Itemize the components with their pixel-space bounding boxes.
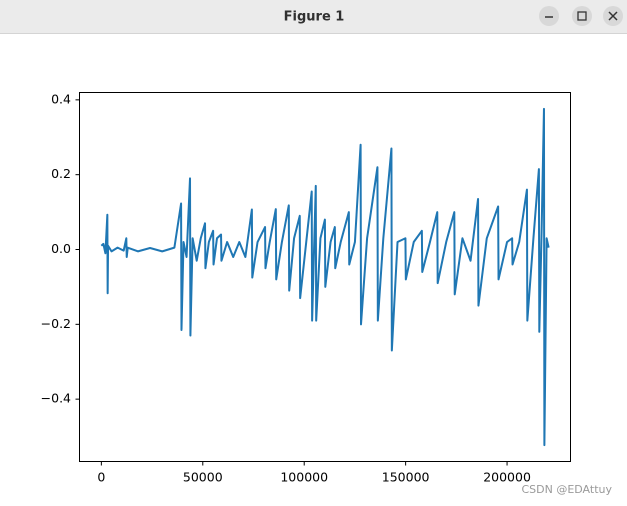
window-title: Figure 1 bbox=[284, 10, 345, 25]
button-bg[interactable] bbox=[539, 6, 559, 26]
watermark: CSDN @EDAttuy bbox=[521, 483, 612, 496]
maximize-button[interactable] bbox=[572, 6, 592, 26]
axes-frame bbox=[79, 92, 571, 462]
y-tick-label: 0.4 bbox=[51, 91, 71, 106]
plot: −0.4 −0.2 0.0 0.2 0.4 0 50000 100000 150000 20000… bbox=[41, 91, 571, 485]
x-tick-label: 200000 bbox=[483, 470, 531, 485]
y-tick-label: −0.4 bbox=[41, 391, 71, 406]
y-tick-label: 0.0 bbox=[51, 241, 71, 256]
x-tick-label: 100000 bbox=[280, 470, 328, 485]
button-icon bbox=[577, 11, 587, 21]
y-tick-label: 0.2 bbox=[51, 166, 71, 181]
button-bg[interactable] bbox=[572, 6, 592, 26]
button-icon bbox=[608, 11, 618, 21]
close-button[interactable] bbox=[603, 6, 623, 26]
data-line bbox=[100, 107, 550, 447]
x-tick-label: 150000 bbox=[382, 470, 430, 485]
y-tick-label: −0.2 bbox=[41, 316, 71, 331]
minimize-button[interactable] bbox=[539, 6, 559, 26]
x-tick-label: 50000 bbox=[183, 470, 223, 485]
x-tick-label: 0 bbox=[97, 470, 105, 485]
title-bar bbox=[0, 0, 627, 33]
